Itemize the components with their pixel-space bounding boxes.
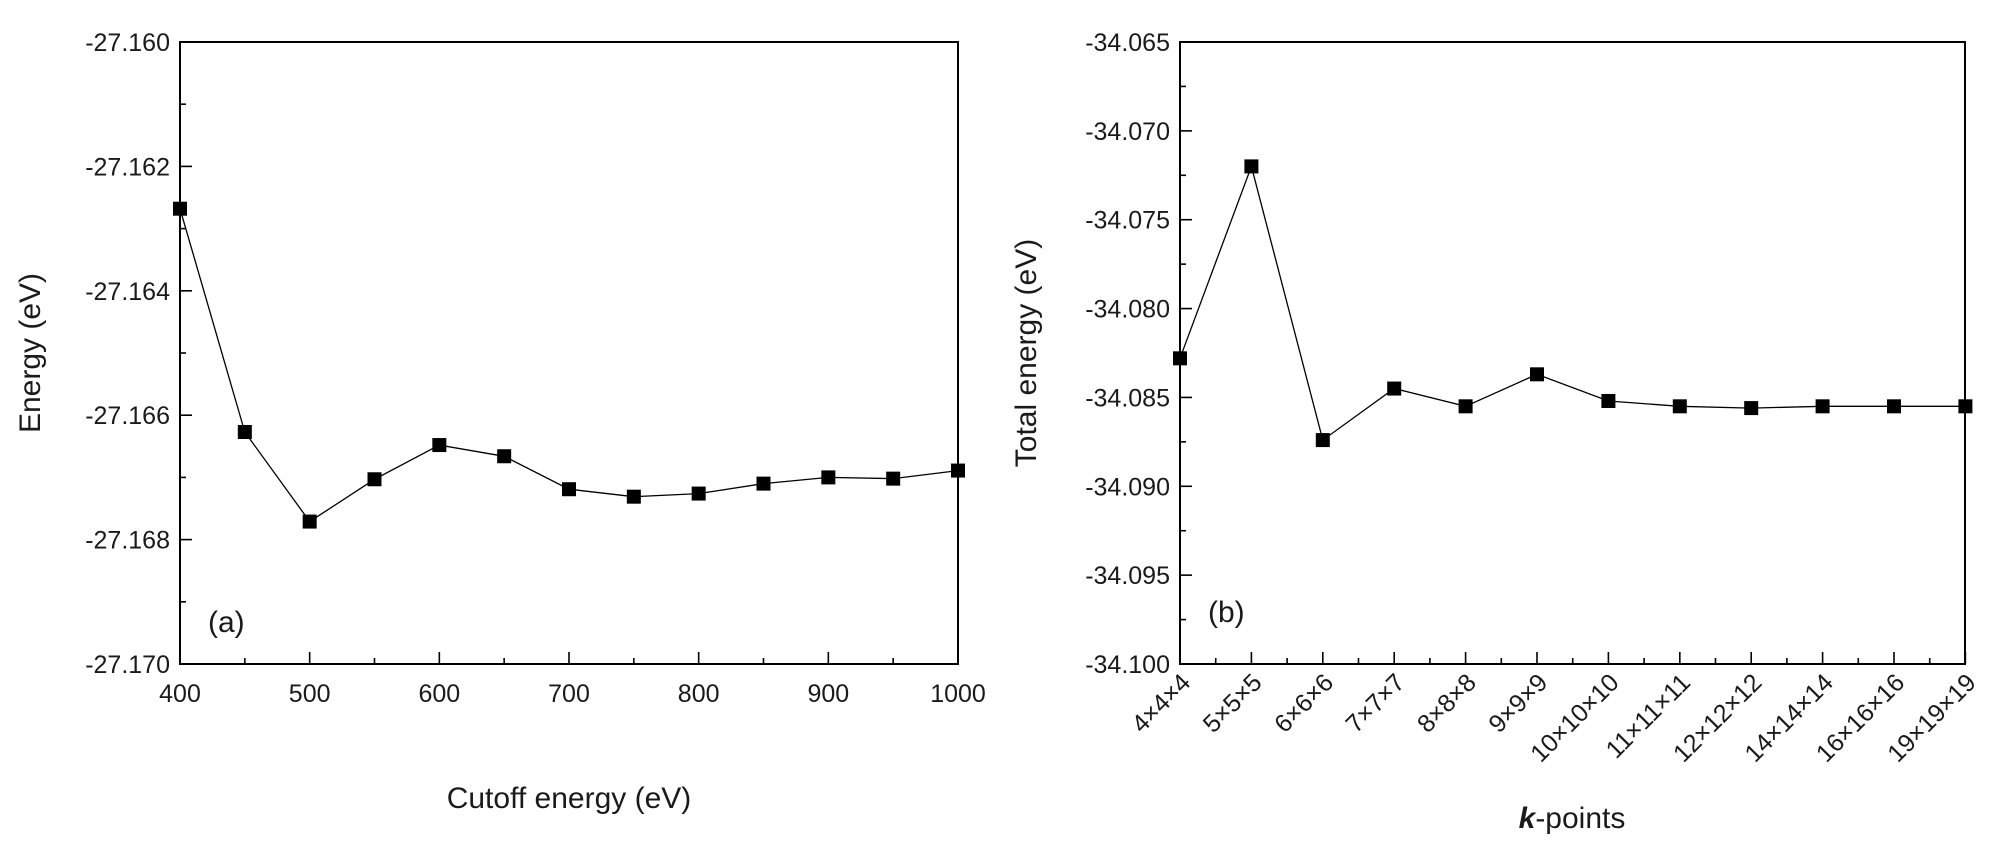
data-point-a: [497, 449, 512, 464]
panel-label-a: (a): [208, 606, 245, 639]
data-point-b: [1815, 399, 1830, 414]
data-point-b: [1244, 159, 1259, 174]
series-line-a: [179, 208, 959, 523]
data-point-a: [821, 470, 836, 485]
data-point-b: [1173, 351, 1187, 366]
y-tick-label-b: -34.095: [1085, 562, 1170, 590]
data-point-a: [432, 438, 447, 453]
y-tick-label-b: -34.080: [1085, 296, 1170, 324]
data-point-b: [1387, 381, 1402, 396]
y-tick-label-a: -27.168: [85, 527, 170, 555]
y-axis-title-b: Total energy (eV): [1010, 239, 1043, 467]
series-b: [1173, 159, 1973, 448]
data-point-b: [1458, 399, 1473, 414]
y-tick-label-b: -34.100: [1085, 651, 1170, 679]
x-tick-label-a: 900: [807, 680, 849, 708]
x-tick-label-a: 800: [678, 680, 720, 708]
data-point-b: [1601, 393, 1616, 408]
x-axis-title-b-rest: -points: [1535, 802, 1625, 835]
x-tick-label-a: 500: [289, 680, 331, 708]
y-tick-label-b: -34.085: [1085, 384, 1170, 412]
x-tick-label-b: 7×7×7: [1340, 668, 1410, 738]
data-point-b: [1744, 401, 1759, 416]
x-tick-label-a: 1000: [930, 680, 986, 708]
x-tick-label-a: 400: [159, 680, 201, 708]
series-a: [173, 201, 965, 529]
data-point-b: [1672, 399, 1687, 414]
x-ticks-b: 4×4×4 5×5×5 6×6×6 7×7×7 8×8×8 9×9×910×10×1011…: [1126, 652, 1982, 768]
x-tick-label-b: 5×5×5: [1198, 668, 1268, 738]
y-tick-label-b: -34.075: [1085, 207, 1170, 235]
y-tick-label-a: -27.170: [85, 651, 170, 679]
x-tick-label-b: 6×6×6: [1269, 668, 1339, 738]
y-tick-label-b: -34.090: [1085, 473, 1170, 501]
y-ticks-b: -34.100 -34.095 -34.090 -34.085 -34.080 -34.0…: [1085, 29, 1192, 679]
y-ticks-a: -27.170 -27.168 -27.166 -27.164 -27.162 -27.1…: [85, 29, 192, 679]
data-point-b: [1530, 367, 1544, 382]
data-point-a: [562, 482, 576, 497]
y-tick-label-a: -27.164: [85, 278, 170, 306]
chart-panel-a: -27.170 -27.168 -27.166 -27.164 -27.162 -27.1…: [14, 29, 986, 815]
data-point-a: [951, 463, 965, 478]
x-axis-title-a: Cutoff energy (eV): [447, 782, 692, 815]
data-point-b: [1315, 433, 1330, 448]
series-line-b: [1179, 164, 1966, 442]
data-point-b: [1958, 399, 1973, 414]
x-tick-label-a: 700: [548, 680, 590, 708]
x-tick-label-a: 600: [418, 680, 460, 708]
y-axis-title-a: Energy (eV): [14, 273, 47, 433]
x-ticks-a: 400 500 600 700 800 900 1000: [159, 652, 986, 708]
chart-panel-b: -34.100 -34.095 -34.090 -34.085 -34.080 -34.0…: [1010, 29, 1982, 835]
data-point-a: [302, 514, 317, 529]
data-point-b: [1887, 399, 1901, 414]
y-tick-label-b: -34.065: [1085, 29, 1170, 57]
y-tick-label-a: -27.162: [85, 153, 170, 181]
data-point-a: [756, 476, 771, 491]
data-point-a: [367, 472, 382, 487]
data-point-a: [237, 424, 252, 439]
y-tick-label-a: -27.160: [85, 29, 170, 57]
panel-label-b: (b): [1208, 596, 1245, 629]
data-point-a: [691, 486, 706, 501]
plot-frame-a: [179, 41, 959, 665]
x-axis-title-b: k-points: [1519, 802, 1626, 835]
data-point-a: [886, 471, 901, 486]
x-tick-label-b: 9×9×9: [1483, 668, 1553, 738]
plot-frame-b: [1179, 41, 1966, 665]
data-point-a: [626, 489, 641, 504]
x-axis-title-b-bold: k: [1519, 802, 1537, 835]
data-point-a: [173, 201, 187, 216]
x-tick-label-b: 8×8×8: [1412, 668, 1482, 738]
y-tick-label-a: -27.166: [85, 402, 170, 430]
y-tick-label-b: -34.070: [1085, 118, 1170, 146]
